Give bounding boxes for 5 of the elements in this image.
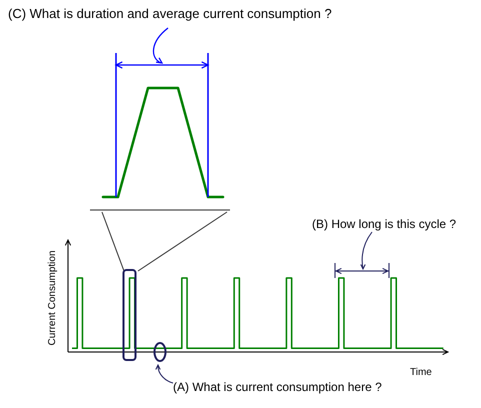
- text: (C) What is duration and average current consumption ?: [8, 6, 332, 21]
- y-axis-title: Current Consumption: [47, 250, 58, 346]
- x-axis-title: Time: [410, 367, 432, 378]
- text: (A) What is current consumption here ?: [173, 380, 382, 394]
- text: (B) How long is this cycle ?: [312, 217, 456, 231]
